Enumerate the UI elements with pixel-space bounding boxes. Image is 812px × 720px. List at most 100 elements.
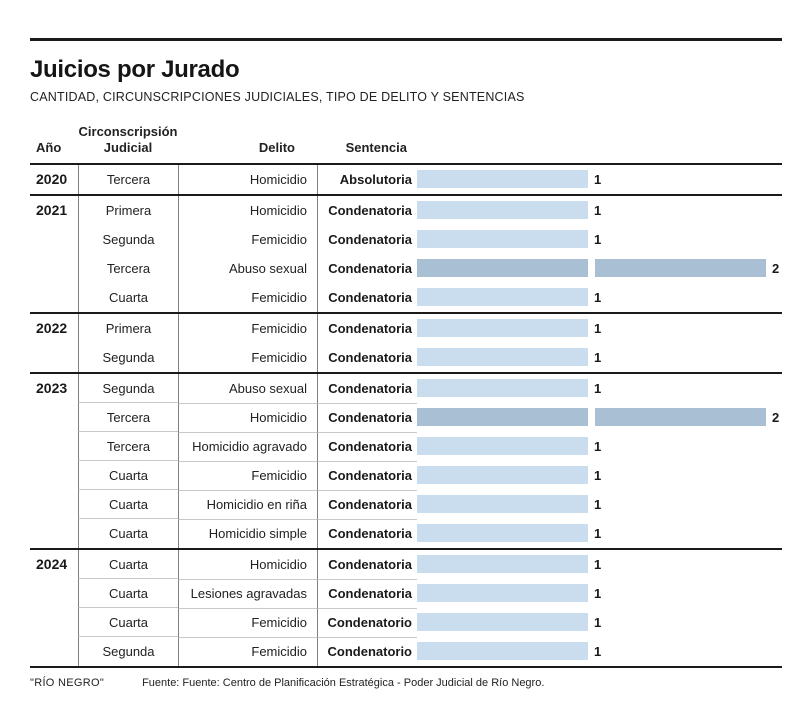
bar-value-label: 1 [594, 556, 602, 572]
verdict-cell: Condenatoria [317, 402, 417, 432]
verdict-cell: Absolutoria [317, 164, 417, 194]
crime-cell: Homicidio [178, 549, 317, 579]
district-cell: Tercera [78, 431, 178, 461]
crime-cell: Lesiones agravadas [178, 578, 317, 608]
bar: 1 [417, 343, 782, 372]
district-cell: Segunda [78, 224, 178, 254]
verdict-cell: Condenatoria [317, 373, 417, 403]
district-cell: Cuarta [78, 549, 178, 579]
crime-cell: Femicidio [178, 342, 317, 372]
bar-value-label: 1 [594, 496, 602, 512]
bar-segment [417, 230, 588, 248]
district-cell: Tercera [78, 164, 178, 194]
bar: 2 [417, 403, 782, 432]
district-cell: Cuarta [78, 518, 178, 548]
verdict-cell: Condenatoria [317, 253, 417, 283]
district-cell: Tercera [78, 402, 178, 432]
top-rule [30, 38, 782, 41]
district-cell: Tercera [78, 253, 178, 283]
year-cell: 2021 [36, 202, 68, 218]
bar: 1 [417, 374, 782, 403]
verdict-cell: Condenatoria [317, 578, 417, 608]
bar-segment [595, 408, 766, 426]
verdict-cell: Condenatoria [317, 313, 417, 343]
crime-cell: Homicidio simple [178, 518, 317, 548]
table-row: Cuarta Femicidio Condenatorio 1 [30, 607, 782, 637]
table-row: Tercera Abuso sexual Condenatoria 2 [30, 253, 782, 283]
bar: 1 [417, 461, 782, 490]
year-cell: 2024 [36, 556, 68, 572]
district-cell: Primera [78, 313, 178, 343]
bar: 1 [417, 165, 782, 194]
bar: 2 [417, 254, 782, 283]
verdict-cell: Condenatoria [317, 518, 417, 548]
table-row: Segunda Femicidio Condenatoria 1 [30, 342, 782, 372]
bar: 1 [417, 283, 782, 312]
district-cell: Segunda [78, 373, 178, 403]
bar-value-label: 1 [594, 171, 602, 187]
bar-segment [417, 170, 588, 188]
verdict-cell: Condenatoria [317, 224, 417, 254]
bar: 1 [417, 314, 782, 343]
crime-cell: Abuso sexual [178, 253, 317, 283]
table-row: Cuarta Homicidio simple Condenatoria 1 [30, 518, 782, 548]
bar-value-label: 1 [594, 231, 602, 247]
bar-segment [417, 379, 588, 397]
table-row: Cuarta Homicidio en riña Condenatoria 1 [30, 489, 782, 519]
year-group: 2021 Primera Homicidio Condenatoria 1 Segunda… [30, 195, 782, 314]
bar-segment [417, 259, 588, 277]
crime-cell: Homicidio [178, 195, 317, 225]
year-group: 2024 Cuarta Homicidio Condenatoria 1 Cuarta Le… [30, 549, 782, 668]
crime-cell: Femicidio [178, 460, 317, 490]
table-row: Tercera Homicidio agravado Condenatoria 1 [30, 431, 782, 461]
bar: 1 [417, 519, 782, 548]
bar-segment [417, 642, 588, 660]
table-body: 2020 Tercera Homicidio Absolutoria 1 2021 Prim… [30, 164, 782, 668]
bar-value-label: 1 [594, 467, 602, 483]
year-group: 2022 Primera Femicidio Condenatoria 1 Segunda… [30, 313, 782, 374]
table-row: 2021 Primera Homicidio Condenatoria 1 [30, 195, 782, 225]
crime-cell: Homicidio agravado [178, 431, 317, 461]
bar-segment [417, 319, 588, 337]
bar-value-label: 1 [594, 643, 602, 659]
table-row: Segunda Femicidio Condenatorio 1 [30, 636, 782, 666]
table-row: 2022 Primera Femicidio Condenatoria 1 [30, 313, 782, 343]
year-cell: 2020 [36, 171, 68, 187]
table-row: 2023 Segunda Abuso sexual Condenatoria 1 [30, 373, 782, 403]
bar: 1 [417, 432, 782, 461]
verdict-cell: Condenatoria [317, 342, 417, 372]
column-header-crime: Delito [258, 140, 295, 156]
district-cell: Cuarta [78, 489, 178, 519]
page-subtitle: CANTIDAD, CIRCUNSCRIPCIONES JUDICIALES, … [30, 90, 525, 104]
crime-cell: Femicidio [178, 282, 317, 312]
table-row: Cuarta Femicidio Condenatoria 1 [30, 282, 782, 312]
verdict-cell: Condenatoria [317, 460, 417, 490]
crime-cell: Femicidio [178, 224, 317, 254]
year-cell: 2023 [36, 380, 68, 396]
bar-value-label: 1 [594, 525, 602, 541]
district-cell: Cuarta [78, 578, 178, 608]
table-row: Segunda Femicidio Condenatoria 1 [30, 224, 782, 254]
bar-segment [417, 584, 588, 602]
crime-cell: Homicidio en riña [178, 489, 317, 519]
bar-segment [417, 201, 588, 219]
bar-segment [417, 348, 588, 366]
crime-cell: Homicidio [178, 164, 317, 194]
bar: 1 [417, 225, 782, 254]
verdict-cell: Condenatoria [317, 549, 417, 579]
district-cell: Segunda [78, 636, 178, 666]
verdict-cell: Condenatoria [317, 431, 417, 461]
table-row: 2024 Cuarta Homicidio Condenatoria 1 [30, 549, 782, 579]
district-cell: Primera [78, 195, 178, 225]
table-header: Año Circonscripsión Judicial Delito Sent… [30, 124, 782, 165]
district-cell: Cuarta [78, 282, 178, 312]
bar: 1 [417, 490, 782, 519]
bar-value-label: 1 [594, 614, 602, 630]
table-row: Tercera Homicidio Condenatoria 2 [30, 402, 782, 432]
crime-cell: Femicidio [178, 607, 317, 637]
column-header-district-line2: Judicial [103, 140, 153, 156]
bar-segment [595, 259, 766, 277]
district-cell: Cuarta [78, 607, 178, 637]
year-group: 2020 Tercera Homicidio Absolutoria 1 [30, 164, 782, 196]
district-cell: Segunda [78, 342, 178, 372]
